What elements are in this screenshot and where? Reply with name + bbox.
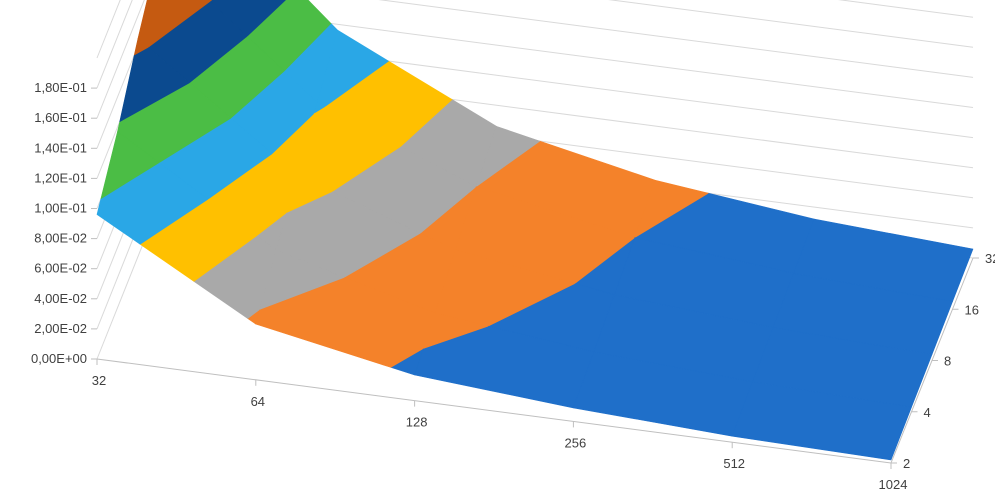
depth-tick-label: 8: [944, 354, 951, 369]
side-wall-gridline: [96, 0, 145, 119]
x-tick-label: 64: [251, 394, 265, 409]
side-wall-gridline: [96, 0, 133, 89]
x-tick-label: 128: [406, 415, 428, 430]
chart-axes: [91, 87, 979, 469]
x-axis-line: [96, 358, 892, 464]
surface-band-patch: [96, 162, 209, 245]
surface-band-patch: [634, 180, 709, 238]
z-tick-label: 1,00E-01: [34, 201, 87, 216]
side-wall-gridline: [96, 0, 121, 59]
z-tick-label: 8,00E-02: [34, 231, 87, 246]
x-tick-label: 256: [565, 435, 587, 450]
surface-band-patch: [475, 126, 541, 187]
chart-labels: 0,00E+00 2,00E-02 4,00E-02 6,00E-02 8,00E-02…: [31, 80, 995, 489]
surface-band-patch: [100, 131, 160, 199]
z-tick-label: 4,00E-02: [34, 291, 87, 306]
back-wall-gridline: [378, 0, 974, 78]
surface-band-patch: [731, 381, 912, 461]
surface-band-patch: [414, 325, 595, 409]
z-tick-label: 1,20E-01: [34, 170, 87, 185]
surface-band-patch: [134, 37, 149, 56]
z-tick-label: 6,00E-02: [34, 261, 87, 276]
z-tick-label: 0,00E+00: [31, 351, 87, 366]
z-tick-label: 2,00E-02: [34, 321, 87, 336]
surface-band-patch: [286, 174, 333, 213]
surface-band-patch: [423, 312, 489, 349]
z-tick-label: 1,40E-01: [34, 140, 87, 155]
surface-band-patch: [259, 250, 345, 310]
surface-band-patch: [314, 102, 326, 114]
x-tick-label: 1024: [879, 477, 908, 489]
z-tick-label: 1,60E-01: [34, 110, 87, 125]
depth-tick-label: 16: [965, 302, 979, 317]
depth-tick-label: 32: [985, 251, 995, 266]
depth-tick-label: 4: [924, 405, 931, 420]
depth-tick-label: 2: [903, 456, 910, 471]
z-tick-label: 1,80E-01: [34, 80, 87, 95]
back-wall-gridline: [608, 0, 974, 48]
x-tick-label: 512: [723, 456, 745, 471]
surface-plot: [96, 0, 974, 461]
x-tick-label: 32: [92, 373, 106, 388]
